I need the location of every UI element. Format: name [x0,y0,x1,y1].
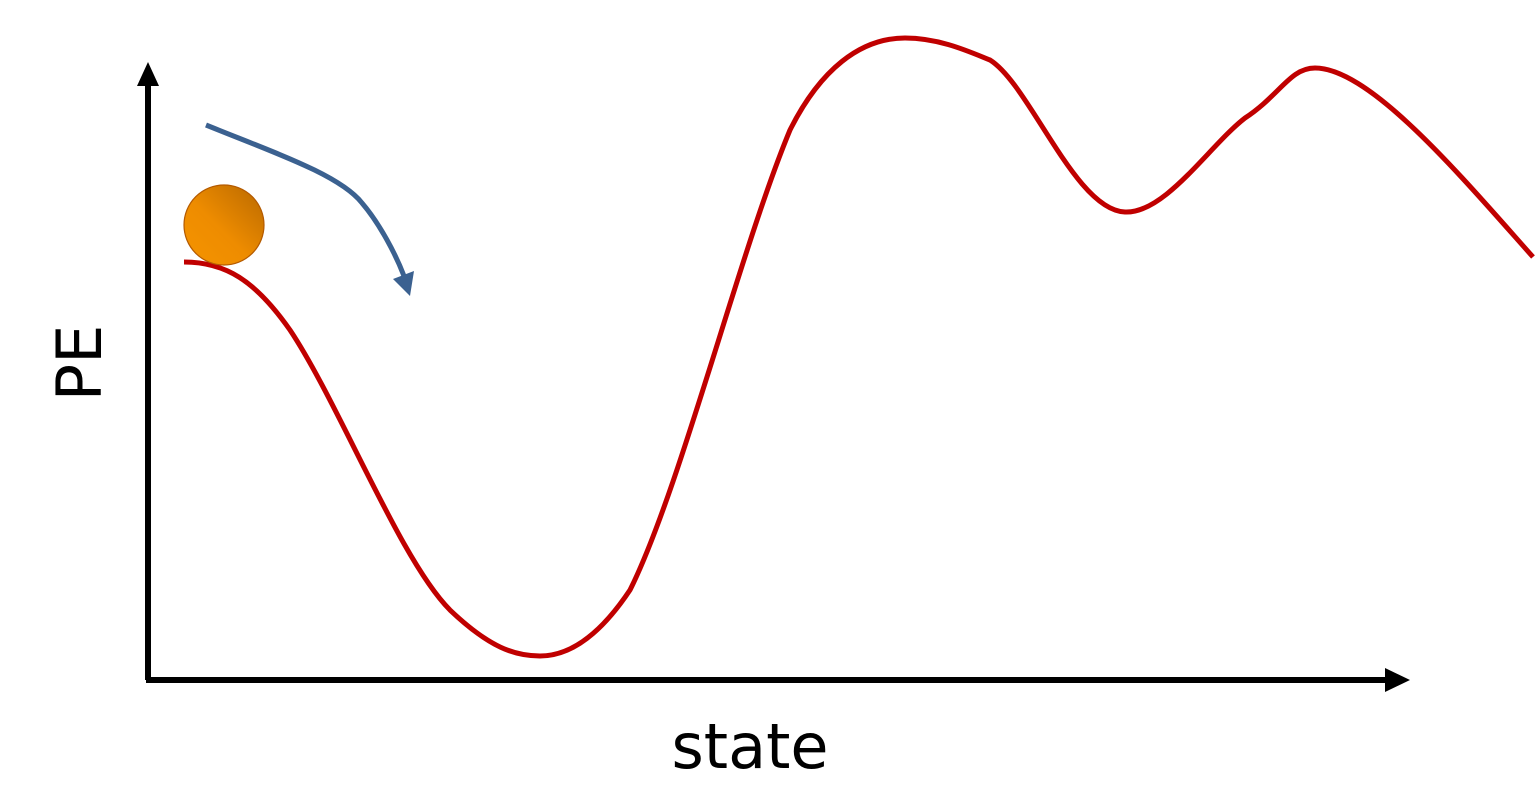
x-axis [146,668,1410,692]
x-axis-label: state [671,710,828,783]
rolling-direction-arrowhead [393,271,414,296]
y-axis-arrowhead [137,62,159,86]
x-axis-arrowhead [1385,668,1410,692]
potential-energy-curve [183,35,1535,659]
y-axis [137,62,159,680]
rolling-direction-arrow [205,122,414,296]
rolling-direction-arrow-shaft [205,122,407,277]
y-axis-label: PE [43,325,116,402]
ball [183,184,265,266]
